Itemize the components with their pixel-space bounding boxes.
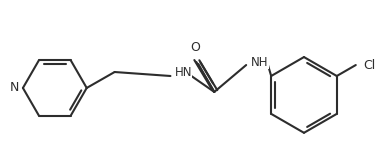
Text: NH: NH bbox=[251, 56, 269, 69]
Text: HN: HN bbox=[174, 66, 192, 78]
Text: N: N bbox=[9, 81, 19, 94]
Text: Cl: Cl bbox=[364, 58, 376, 72]
Text: O: O bbox=[191, 41, 200, 54]
